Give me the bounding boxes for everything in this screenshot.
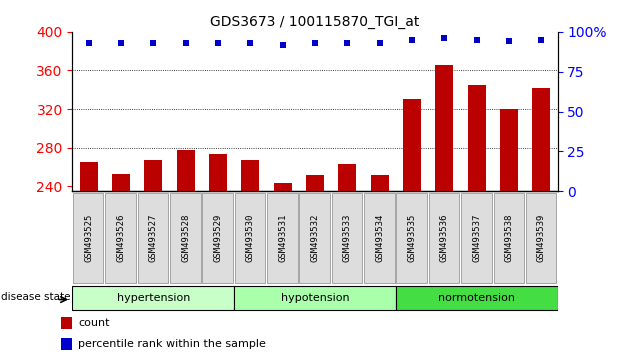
Point — [245, 40, 255, 46]
Text: hypotension: hypotension — [281, 293, 349, 303]
Text: GSM493527: GSM493527 — [149, 214, 158, 262]
Text: GSM493526: GSM493526 — [117, 214, 125, 262]
Text: GSM493535: GSM493535 — [408, 214, 416, 262]
Bar — [72, 286, 234, 310]
FancyBboxPatch shape — [332, 193, 362, 283]
Bar — [80, 162, 98, 191]
FancyBboxPatch shape — [235, 193, 265, 283]
Bar — [209, 154, 227, 191]
Bar — [403, 99, 421, 191]
Point — [407, 37, 417, 42]
Text: hypertension: hypertension — [117, 293, 190, 303]
FancyBboxPatch shape — [299, 193, 330, 283]
Point — [116, 40, 126, 46]
Bar — [396, 286, 558, 310]
Text: GSM493539: GSM493539 — [537, 214, 546, 262]
FancyBboxPatch shape — [170, 193, 200, 283]
Text: GSM493533: GSM493533 — [343, 214, 352, 262]
Bar — [241, 160, 259, 191]
FancyBboxPatch shape — [267, 193, 297, 283]
Point — [278, 42, 288, 47]
FancyBboxPatch shape — [526, 193, 556, 283]
Point — [310, 40, 320, 46]
Bar — [338, 164, 356, 191]
Point — [84, 40, 94, 46]
Text: disease state: disease state — [1, 292, 71, 302]
Text: normotension: normotension — [438, 293, 515, 303]
Bar — [61, 316, 72, 329]
Point — [504, 39, 514, 44]
Text: GSM493532: GSM493532 — [311, 214, 319, 262]
Bar — [112, 174, 130, 191]
Text: GSM493531: GSM493531 — [278, 214, 287, 262]
Point — [213, 40, 223, 46]
Bar — [274, 183, 292, 191]
Bar — [144, 160, 162, 191]
Text: percentile rank within the sample: percentile rank within the sample — [78, 339, 266, 349]
Text: GSM493528: GSM493528 — [181, 214, 190, 262]
Point — [439, 35, 449, 41]
Text: GSM493537: GSM493537 — [472, 214, 481, 262]
FancyBboxPatch shape — [429, 193, 459, 283]
Point — [148, 40, 158, 46]
Bar — [306, 175, 324, 191]
FancyBboxPatch shape — [73, 193, 103, 283]
FancyBboxPatch shape — [202, 193, 233, 283]
Bar — [61, 338, 72, 350]
Text: GSM493530: GSM493530 — [246, 214, 255, 262]
Bar — [177, 150, 195, 191]
FancyBboxPatch shape — [364, 193, 394, 283]
Bar — [435, 65, 453, 191]
Text: GSM493538: GSM493538 — [505, 214, 513, 262]
Bar — [532, 88, 550, 191]
Bar — [468, 85, 486, 191]
Point — [181, 40, 191, 46]
FancyBboxPatch shape — [138, 193, 168, 283]
FancyBboxPatch shape — [493, 193, 524, 283]
Text: GSM493525: GSM493525 — [84, 214, 93, 262]
Bar — [371, 175, 389, 191]
FancyBboxPatch shape — [105, 193, 136, 283]
Text: GSM493536: GSM493536 — [440, 214, 449, 262]
Text: GSM493534: GSM493534 — [375, 214, 384, 262]
Bar — [234, 286, 396, 310]
Point — [342, 40, 352, 46]
Bar — [500, 109, 518, 191]
Title: GDS3673 / 100115870_TGI_at: GDS3673 / 100115870_TGI_at — [210, 16, 420, 29]
Text: count: count — [78, 318, 110, 327]
Point — [536, 37, 546, 42]
Text: GSM493529: GSM493529 — [214, 214, 222, 262]
Point — [375, 40, 385, 46]
Point — [472, 37, 482, 42]
FancyBboxPatch shape — [461, 193, 491, 283]
FancyBboxPatch shape — [396, 193, 427, 283]
